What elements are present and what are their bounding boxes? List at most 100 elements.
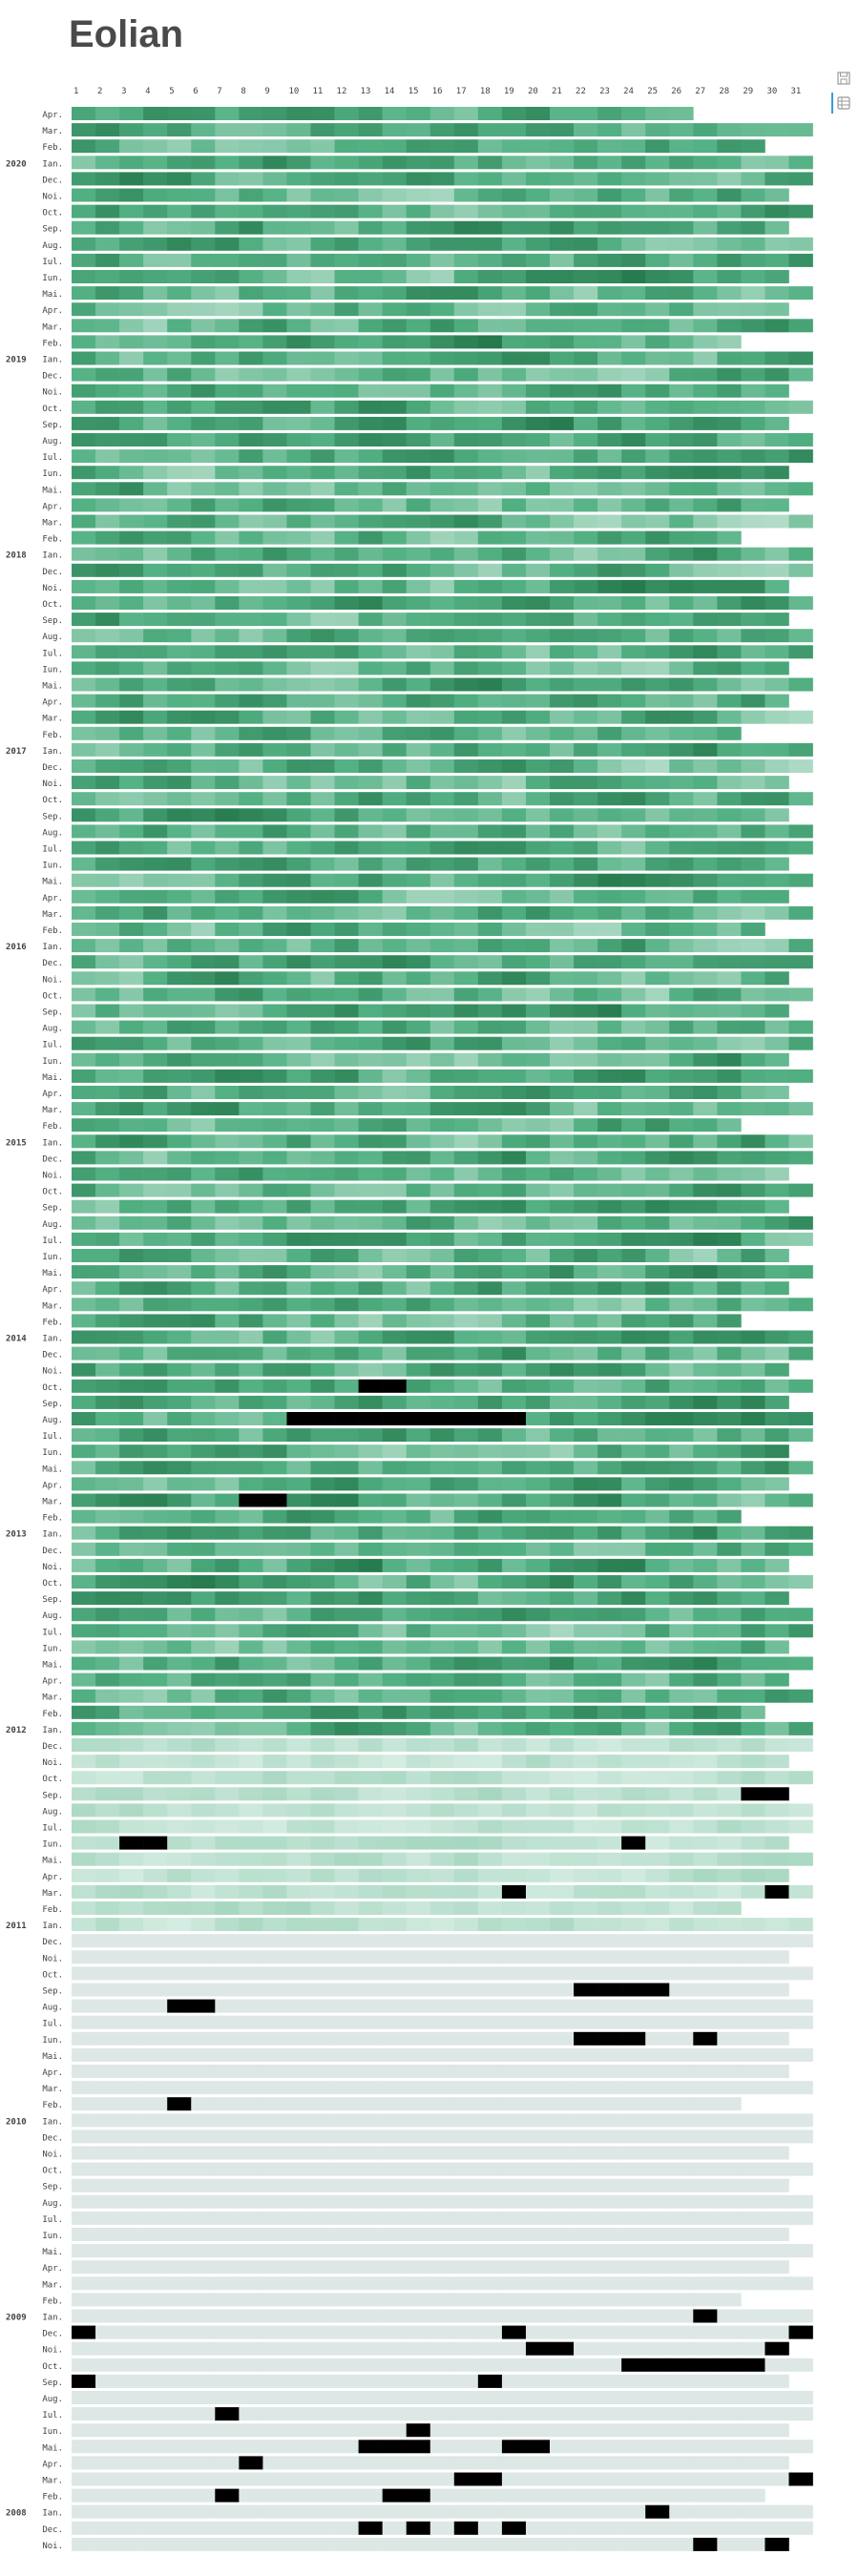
heatmap-cell — [310, 2309, 335, 2323]
heatmap-cell — [358, 2113, 383, 2128]
heatmap-cell — [191, 1983, 216, 1997]
heatmap-cell — [334, 400, 359, 414]
heatmap-cell — [645, 1395, 670, 1409]
heatmap-cell — [358, 2031, 383, 2046]
y-month-label: Ian. — [42, 943, 63, 952]
heatmap-cell — [741, 1624, 765, 1638]
heatmap-cell — [358, 172, 383, 186]
heatmap-cell — [286, 1199, 311, 1214]
heatmap-cell — [334, 2293, 359, 2307]
heatmap-cell — [119, 1966, 144, 1981]
heatmap-cell — [501, 1151, 527, 1165]
heatmap-cell — [741, 742, 765, 757]
heatmap-cell — [501, 1428, 527, 1443]
heatmap-cell — [430, 563, 455, 577]
heatmap-cell — [741, 2440, 765, 2454]
heatmap-cell — [717, 367, 742, 382]
heatmap-cell — [382, 1868, 407, 1882]
heatmap-cell — [430, 1608, 455, 1622]
heatmap-cell — [215, 2456, 240, 2470]
heatmap-cell — [215, 1721, 240, 1735]
heatmap-cell — [693, 482, 718, 496]
heatmap-cell — [262, 1836, 287, 1850]
y-month-label: Apr. — [42, 1285, 63, 1295]
heatmap-cell — [191, 1950, 216, 1964]
heatmap-cell — [693, 2472, 718, 2486]
heatmap-cell — [621, 1102, 646, 1116]
heatmap-cell — [765, 2211, 789, 2225]
heatmap-cell — [453, 2244, 479, 2258]
heatmap-cell — [191, 792, 216, 806]
heatmap-cell — [621, 139, 646, 154]
heatmap-cell — [765, 2047, 789, 2062]
heatmap-cell — [477, 1069, 503, 1083]
heatmap-cell — [286, 2194, 311, 2209]
heatmap-cell — [574, 710, 598, 724]
heatmap-cell — [693, 547, 718, 561]
heatmap-cell — [72, 1966, 96, 1981]
heatmap-cell — [262, 547, 287, 561]
heatmap-cell — [286, 2537, 311, 2551]
heatmap-cell — [167, 1966, 192, 1981]
heatmap-cell — [501, 416, 527, 430]
heatmap-cell — [621, 335, 646, 349]
heatmap-cell — [358, 2015, 383, 2029]
save-icon[interactable] — [836, 71, 851, 86]
heatmap-cell — [215, 2440, 240, 2454]
table-icon[interactable] — [836, 95, 851, 111]
heatmap-cell — [72, 2097, 96, 2111]
heatmap-cell — [119, 645, 144, 659]
heatmap-cell — [334, 2260, 359, 2275]
heatmap-cell — [262, 1444, 287, 1459]
heatmap-cell — [574, 987, 598, 1002]
heatmap-cell — [310, 1836, 335, 1850]
heatmap-cell — [239, 710, 263, 724]
heatmap-cell — [334, 384, 359, 398]
heatmap-cell — [717, 1624, 742, 1638]
heatmap-cell — [95, 1689, 120, 1703]
heatmap-cell — [72, 2260, 96, 2275]
heatmap-cell — [143, 629, 168, 643]
heatmap-cell — [143, 514, 168, 529]
heatmap-cell — [119, 1395, 144, 1409]
heatmap-cell — [574, 1215, 598, 1230]
heatmap-cell — [143, 2162, 168, 2176]
heatmap-cell — [741, 1918, 765, 1932]
heatmap-cell — [239, 1004, 263, 1018]
heatmap-cell — [358, 2194, 383, 2209]
heatmap-cell — [717, 384, 742, 398]
heatmap-cell — [167, 2472, 192, 2486]
heatmap-cell — [693, 1591, 718, 1606]
heatmap-cell — [501, 1509, 527, 1524]
heatmap-cell — [119, 2211, 144, 2225]
heatmap-cell — [215, 2194, 240, 2209]
heatmap-cell — [310, 2374, 335, 2388]
heatmap-cell — [286, 2456, 311, 2470]
heatmap-cell — [525, 1298, 551, 1312]
heatmap-cell — [95, 400, 120, 414]
heatmap-cell — [645, 776, 670, 790]
heatmap-cell — [669, 123, 694, 137]
y-month-label: Iul. — [42, 258, 63, 267]
heatmap-cell — [574, 1852, 598, 1866]
heatmap-cell — [788, 1461, 813, 1475]
heatmap-cell — [286, 1738, 311, 1752]
heatmap-cell — [621, 547, 646, 561]
heatmap-cell — [788, 237, 813, 251]
heatmap-cell — [334, 1983, 359, 1997]
heatmap-cell — [262, 1151, 287, 1165]
heatmap-cell — [574, 1918, 598, 1932]
heatmap-cell — [358, 466, 383, 480]
heatmap-cell — [143, 270, 168, 283]
heatmap-cell — [72, 563, 96, 577]
heatmap-cell — [119, 579, 144, 593]
heatmap-cell — [477, 1020, 503, 1034]
heatmap-cell — [382, 1966, 407, 1981]
heatmap-cell — [550, 2065, 575, 2078]
heatmap-cell — [167, 1624, 192, 1638]
heatmap-cell — [119, 1232, 144, 1246]
heatmap-cell — [262, 367, 287, 382]
heatmap-cell — [382, 889, 407, 904]
y-month-label: Apr. — [42, 2264, 63, 2274]
heatmap-cell — [95, 759, 120, 773]
